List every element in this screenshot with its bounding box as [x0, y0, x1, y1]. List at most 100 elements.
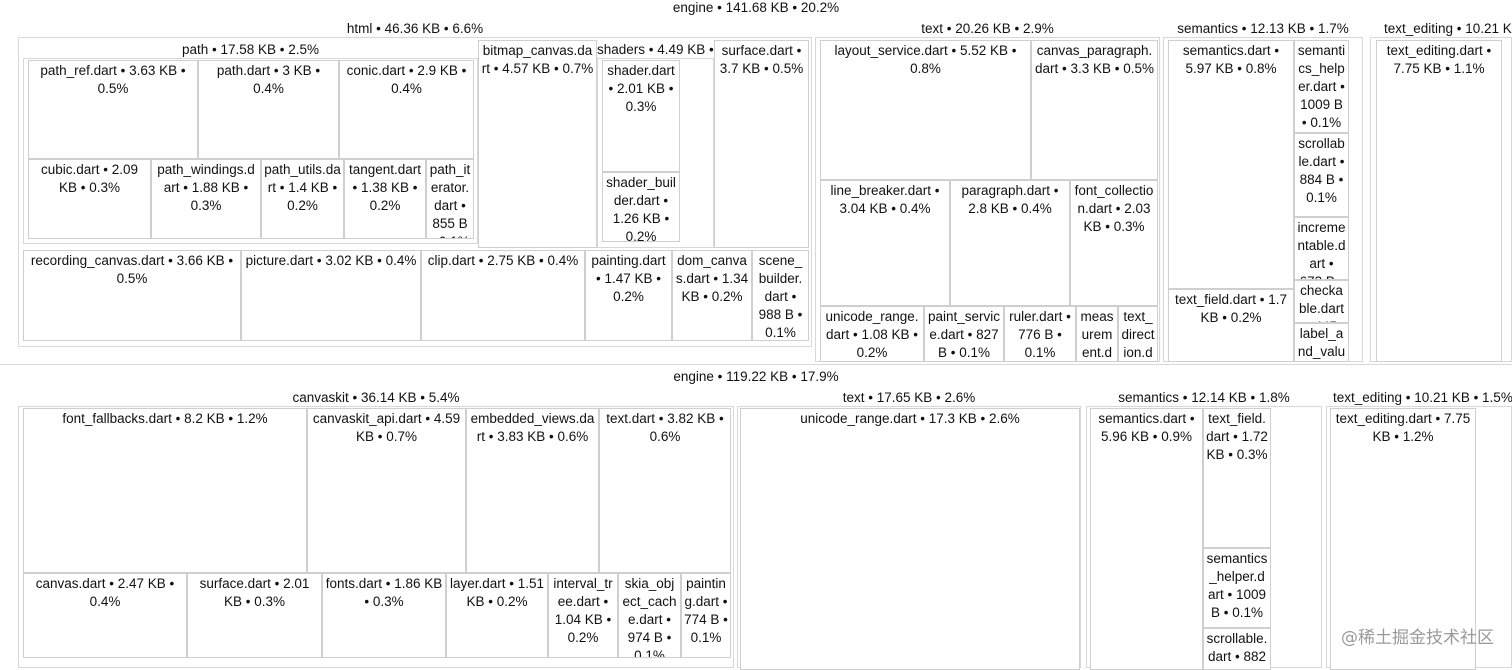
cell-label: canvas_paragraph.dart • 3.3 KB • 0.5% — [1034, 43, 1154, 76]
treemap-cell[interactable]: semantics_helper.dart • 1009 B • 0.1% — [1294, 40, 1349, 133]
treemap-cell[interactable]: measurement.dart • 448 B • 0.1% — [1076, 306, 1118, 362]
cell-label: path_utils.dart • 1.4 KB • 0.2% — [264, 162, 341, 213]
treemap-cell[interactable]: semantics_helper.dart • 1009 B • 0.1% — [1203, 548, 1271, 628]
treemap-cell[interactable]: text.dart • 3.82 KB • 0.6% — [599, 408, 731, 573]
cell-label: fonts.dart • 1.86 KB • 0.3% — [325, 576, 443, 609]
cell-label: semantics_helper.dart • 1009 B • 0.1% — [1206, 551, 1268, 620]
html-group-title[interactable]: html • 46.36 KB • 6.6% — [346, 21, 484, 36]
treemap-cell[interactable]: dom_canvas.dart • 1.34 KB • 0.2% — [672, 250, 752, 341]
treemap-cell[interactable]: recording_canvas.dart • 3.66 KB • 0.5% — [23, 250, 241, 341]
text-editing-group-title[interactable]: text_editing • 10.21 KB • 1.5% — [1333, 390, 1512, 405]
bottom-engine-title[interactable]: engine • 119.22 KB • 17.9% — [673, 369, 839, 384]
treemap-cell[interactable]: layout_service.dart • 5.52 KB • 0.8% — [820, 40, 1031, 180]
treemap-cell[interactable]: semantics.dart • 5.97 KB • 0.8% — [1168, 40, 1294, 289]
cell-label: line_breaker.dart • 3.04 KB • 0.4% — [830, 183, 940, 216]
treemap-cell[interactable]: embedded_views.dart • 3.83 KB • 0.6% — [466, 408, 599, 573]
text-editing-group-title[interactable]: text_editing • 10.21 KB • 1.5% — [1384, 21, 1512, 36]
treemap-cell[interactable]: unicode_range.dart • 1.08 KB • 0.2% — [820, 306, 924, 362]
cell-label: path_windings.dart • 1.88 KB • 0.3% — [157, 162, 255, 213]
treemap-cell[interactable]: unicode_range.dart • 17.3 KB • 2.6% — [740, 408, 1080, 670]
text-group-title[interactable]: text • 20.26 KB • 2.9% — [921, 21, 1054, 36]
treemap-cell[interactable]: bitmap_canvas.dart • 4.57 KB • 0.7% — [478, 40, 597, 248]
shaders-group-title[interactable]: shaders • 4.49 KB • 0.6% — [597, 42, 714, 57]
treemap-cell[interactable]: layer.dart • 1.51 KB • 0.2% — [446, 573, 548, 658]
treemap-cell[interactable]: checkable.dart • 445 — [1294, 280, 1349, 323]
semantics-group-title[interactable]: semantics • 12.13 KB • 1.7% — [1177, 21, 1349, 36]
treemap-cell[interactable]: conic.dart • 2.9 KB • 0.4% — [339, 60, 474, 159]
cell-label: incrementable.dart • 673 B • — [1297, 220, 1346, 279]
treemap-cell[interactable]: interval_tree.dart • 1.04 KB • 0.2% — [548, 573, 618, 658]
html-group — [18, 37, 812, 347]
treemap-cell[interactable]: tangent.dart • 1.38 KB • 0.2% — [344, 159, 426, 239]
treemap-cell[interactable]: label_and_value.dart • 428 — [1294, 323, 1349, 362]
treemap-cell[interactable]: font_collection.dart • 2.03 KB • 0.3% — [1070, 180, 1158, 306]
treemap-cell[interactable]: clip.dart • 2.75 KB • 0.4% — [421, 250, 585, 341]
cell-label: layout_service.dart • 5.52 KB • 0.8% — [834, 43, 1017, 76]
treemap-cell[interactable]: semantics.dart • 5.96 KB • 0.9% — [1090, 408, 1203, 670]
treemap-cell[interactable]: canvas_paragraph.dart • 3.3 KB • 0.5% — [1031, 40, 1158, 180]
cell-label: picture.dart • 3.02 KB • 0.4% — [245, 253, 417, 268]
cell-label: checkable.dart • 445 — [1298, 283, 1345, 322]
cell-label: ruler.dart • 776 B • 0.1% — [1009, 309, 1071, 360]
treemap-cell[interactable]: path_utils.dart • 1.4 KB • 0.2% — [261, 159, 344, 239]
cell-label: interval_tree.dart • 1.04 KB • 0.2% — [553, 576, 613, 645]
path-group — [23, 58, 478, 244]
treemap-cell[interactable]: font_fallbacks.dart • 8.2 KB • 1.2% — [23, 408, 307, 573]
cell-label: recording_canvas.dart • 3.66 KB • 0.5% — [30, 253, 234, 286]
cell-label: surface.dart • 2.01 KB • 0.3% — [199, 576, 310, 609]
treemap-cell[interactable]: ruler.dart • 776 B • 0.1% — [1004, 306, 1076, 362]
treemap-cell[interactable]: line_breaker.dart • 3.04 KB • 0.4% — [820, 180, 950, 306]
treemap-cell[interactable]: incrementable.dart • 673 B • — [1294, 217, 1349, 280]
treemap-cell[interactable]: paragraph.dart • 2.8 KB • 0.4% — [950, 180, 1070, 306]
cell-label: unicode_range.dart • 1.08 KB • 0.2% — [825, 309, 919, 360]
treemap-cell[interactable]: skia_object_cache.dart • 974 B • 0.1% — [618, 573, 681, 658]
treemap-cell[interactable]: text_editing.dart • 7.75 KB • 1.2% — [1330, 408, 1476, 670]
text-group-title[interactable]: text • 17.65 KB • 2.6% — [842, 390, 976, 405]
treemap-cell[interactable]: surface.dart • 2.01 KB • 0.3% — [187, 573, 322, 658]
treemap-cell[interactable]: path_iterator.dart • 855 B • 0.1% — [426, 159, 474, 239]
cell-label: scene_builder.dart • 988 B • 0.1% — [758, 253, 803, 340]
cell-label: paragraph.dart • 2.8 KB • 0.4% — [961, 183, 1059, 216]
treemap-cell[interactable]: picture.dart • 3.02 KB • 0.4% — [241, 250, 421, 341]
divider — [0, 364, 1512, 365]
treemap-cell[interactable]: painting.dart • 774 B • 0.1% — [681, 573, 731, 658]
treemap-cell[interactable]: text_editing.dart • 7.75 KB • 1.1% — [1376, 40, 1502, 362]
canvaskit-group-title[interactable]: canvaskit • 36.14 KB • 5.4% — [292, 390, 460, 405]
treemap-cell[interactable]: canvaskit_api.dart • 4.59 KB • 0.7% — [307, 408, 466, 573]
treemap-cell[interactable]: shader.dart • 2.01 KB • 0.3% — [602, 60, 680, 172]
treemap-cell[interactable]: path_windings.dart • 1.88 KB • 0.3% — [151, 159, 261, 239]
cell-label: text_editing.dart • 7.75 KB • 1.1% — [1386, 43, 1492, 76]
cell-label: semantics.dart • 5.96 KB • 0.9% — [1098, 411, 1195, 444]
cell-label: scrollable.dart • 882 B • 0.1% — [1206, 631, 1268, 669]
semantics-group-title[interactable]: semantics • 12.14 KB • 1.8% — [1118, 390, 1290, 405]
treemap-cell[interactable]: fonts.dart • 1.86 KB • 0.3% — [322, 573, 446, 658]
cell-label: conic.dart • 2.9 KB • 0.4% — [346, 63, 467, 96]
treemap-cell[interactable]: painting.dart • 1.47 KB • 0.2% — [585, 250, 672, 341]
treemap-cell[interactable]: canvas.dart • 2.47 KB • 0.4% — [23, 573, 187, 658]
cell-label: text_field.dart • 1.72 KB • 0.3% — [1206, 411, 1268, 462]
treemap-cell[interactable]: text_direction.dart • 407 B — [1118, 306, 1158, 362]
cell-label: semantics.dart • 5.97 KB • 0.8% — [1182, 43, 1280, 76]
treemap-cell[interactable]: path_ref.dart • 3.63 KB • 0.5% — [28, 60, 198, 159]
treemap-cell[interactable]: scrollable.dart • 884 B • 0.1% — [1294, 133, 1349, 217]
cell-label: clip.dart • 2.75 KB • 0.4% — [427, 253, 579, 268]
path-group-title[interactable]: path • 17.58 KB • 2.5% — [181, 42, 320, 57]
treemap-cell[interactable]: shader_builder.dart • 1.26 KB • 0.2% — [602, 172, 680, 242]
treemap-cell[interactable]: text_field.dart • 1.72 KB • 0.3% — [1203, 408, 1271, 548]
cell-label: path_ref.dart • 3.63 KB • 0.5% — [40, 63, 186, 96]
treemap-cell[interactable]: cubic.dart • 2.09 KB • 0.3% — [28, 159, 151, 239]
cell-label: embedded_views.dart • 3.83 KB • 0.6% — [470, 411, 595, 444]
cell-label: path.dart • 3 KB • 0.4% — [216, 63, 321, 96]
cell-label: text_direction.dart • 407 B — [1121, 309, 1155, 360]
treemap-cell[interactable]: surface.dart • 3.7 KB • 0.5% — [714, 40, 809, 248]
top-engine-title[interactable]: engine • 141.68 KB • 20.2% — [672, 0, 840, 15]
treemap-cell[interactable]: path.dart • 3 KB • 0.4% — [198, 60, 339, 159]
cell-label: layer.dart • 1.51 KB • 0.2% — [449, 576, 545, 609]
cell-label: tangent.dart • 1.38 KB • 0.2% — [348, 162, 422, 213]
treemap-cell[interactable]: scene_builder.dart • 988 B • 0.1% — [752, 250, 809, 341]
treemap-cell[interactable]: scrollable.dart • 882 B • 0.1% — [1203, 628, 1271, 670]
treemap-cell[interactable]: text_field.dart • 1.7 KB • 0.2% — [1168, 289, 1294, 362]
treemap-cell[interactable]: paint_service.dart • 827 B • 0.1% — [924, 306, 1004, 362]
cell-label: skia_object_cache.dart • 974 B • 0.1% — [622, 576, 677, 658]
